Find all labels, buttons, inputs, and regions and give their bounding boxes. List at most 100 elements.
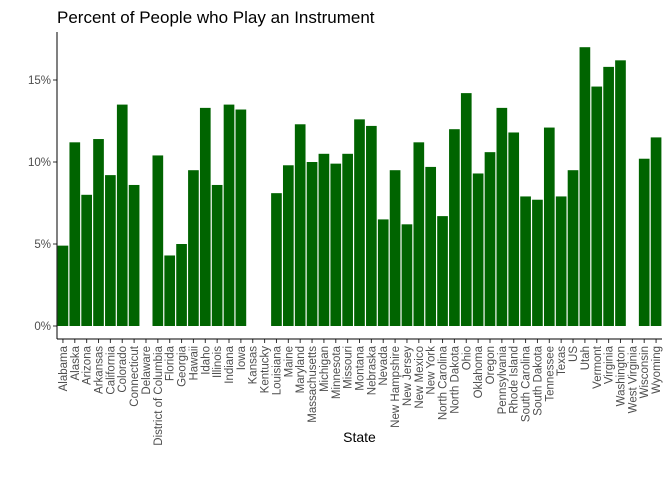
bar	[81, 194, 92, 326]
bar	[567, 170, 579, 326]
bar	[57, 245, 69, 326]
bar	[354, 119, 365, 326]
bar	[152, 155, 164, 326]
x-tick-label: Indiana	[224, 345, 236, 383]
x-tick-label: Louisiana	[271, 345, 283, 395]
x-tick-label: New York	[426, 346, 438, 395]
bar	[282, 165, 294, 326]
x-tick-label: Kentucky	[260, 346, 272, 394]
bar	[176, 244, 187, 326]
x-tick-label: West Virginia	[627, 345, 639, 413]
bar	[401, 224, 413, 326]
y-axis: 0% 5% 10% 15%	[28, 75, 57, 333]
bar	[413, 142, 425, 326]
x-tick-label: Ohio	[461, 346, 473, 370]
x-tick-label: Montana	[355, 345, 367, 390]
bar	[342, 153, 353, 326]
y-tick-label: 0%	[34, 321, 51, 333]
x-tick-label: New Jersey	[402, 346, 414, 406]
x-tick-label: New Hampshire	[390, 346, 402, 428]
x-tick-label: North Dakota	[449, 345, 461, 413]
x-tick-label: Oklahoma	[473, 345, 485, 398]
bar	[318, 153, 330, 326]
x-tick-label: California	[105, 345, 117, 394]
bar	[164, 255, 176, 326]
bar	[472, 173, 484, 326]
bar	[188, 170, 199, 326]
x-tick-label: Connecticut	[129, 345, 141, 407]
x-tick-label: New Mexico	[414, 346, 426, 409]
x-axis: Alabama Alaska Arizona Arkansas California Co…	[58, 339, 663, 446]
bar	[199, 107, 211, 326]
x-tick-label: Arkansas	[94, 346, 106, 394]
x-tick-label: Colorado	[117, 346, 129, 393]
bar	[484, 152, 496, 326]
bar	[591, 86, 603, 326]
bar	[460, 93, 472, 327]
x-tick-label: Delaware	[141, 346, 153, 395]
x-tick-label: Massachusetts	[307, 346, 319, 423]
bar	[69, 142, 81, 326]
bar	[603, 66, 614, 326]
x-tick-label: Illinois	[212, 346, 224, 378]
bar	[128, 184, 140, 326]
y-tick-label: 10%	[28, 157, 51, 169]
x-tick-label: District of Columbia	[153, 345, 165, 445]
x-tick-label: Pennsylvania	[497, 345, 509, 414]
y-tick-label: 5%	[34, 239, 51, 251]
bar	[211, 184, 223, 326]
bar	[615, 60, 626, 326]
x-tick-label: Alaska	[70, 345, 82, 380]
x-tick-label: US	[568, 346, 580, 362]
x-tick-label: Maryland	[295, 346, 307, 393]
bar	[520, 196, 531, 326]
x-tick-label: Florida	[165, 345, 177, 381]
x-tick-label: Idaho	[200, 346, 212, 375]
x-axis-title: State	[343, 429, 376, 445]
x-tick-label: Nebraska	[366, 345, 378, 395]
bar	[330, 163, 342, 326]
x-tick-label: Tennessee	[544, 346, 556, 402]
x-tick-label: South Carolina	[521, 345, 533, 422]
x-tick-label: Kansas	[248, 346, 260, 385]
x-tick-label: Oregon	[485, 346, 497, 384]
x-tick-label: Nevada	[378, 345, 390, 385]
bar	[377, 219, 389, 326]
x-tick-label: Washington	[615, 346, 627, 406]
bars	[57, 47, 662, 327]
x-tick-label: Wyoming	[651, 346, 663, 394]
bar	[425, 166, 437, 326]
bar	[366, 125, 377, 326]
bar	[496, 107, 508, 326]
x-tick-label: Georgia	[177, 345, 189, 387]
bar	[532, 199, 543, 326]
bar	[389, 170, 401, 326]
bar	[294, 124, 306, 326]
bar	[543, 127, 555, 326]
x-tick-label: Arizona	[82, 345, 94, 385]
bar	[555, 196, 567, 326]
x-tick-label: Maine	[283, 346, 295, 377]
x-tick-label: Wisconsin	[639, 346, 651, 398]
x-tick-label: Iowa	[236, 345, 248, 370]
x-tick-label: Missouri	[343, 346, 355, 389]
bar	[508, 132, 520, 326]
x-tick-label: Alabama	[58, 345, 70, 391]
bar	[271, 193, 282, 326]
bar	[579, 47, 591, 326]
bar	[437, 216, 448, 326]
chart-title: Percent of People who Play an Instrument	[57, 8, 375, 27]
bar	[235, 109, 247, 327]
bar	[306, 162, 318, 326]
bar	[93, 139, 104, 326]
x-tick-label: Hawaii	[188, 346, 200, 381]
bar	[105, 175, 116, 326]
bar	[449, 129, 460, 326]
bar	[223, 104, 235, 326]
bar	[116, 104, 128, 326]
bar	[638, 158, 650, 326]
bar	[650, 137, 662, 326]
x-tick-label: Virginia	[604, 345, 616, 384]
x-tick-label: Michigan	[319, 346, 331, 392]
